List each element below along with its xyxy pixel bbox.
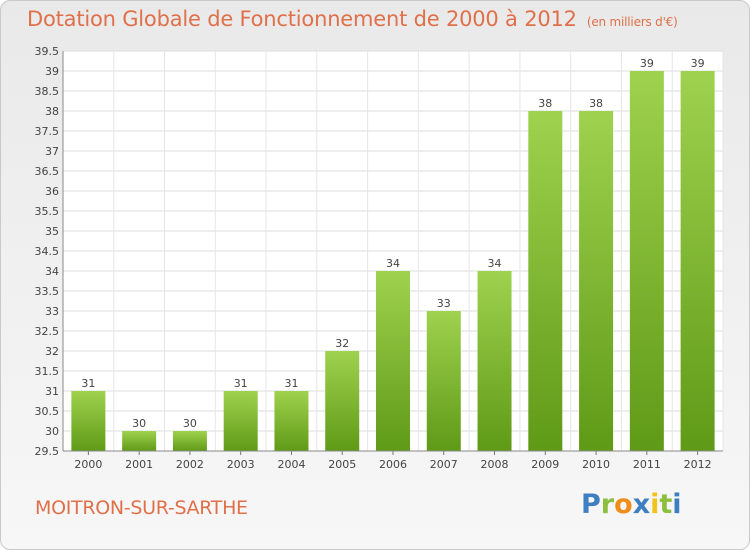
x-tick-label: 2005 bbox=[328, 458, 356, 471]
bar bbox=[71, 391, 106, 451]
logo-letter: r bbox=[600, 489, 615, 520]
y-tick-label: 36 bbox=[45, 185, 59, 198]
x-tick-label: 2000 bbox=[74, 458, 102, 471]
bar bbox=[122, 431, 157, 451]
y-tick-label: 29.5 bbox=[35, 445, 60, 458]
bar bbox=[579, 111, 614, 451]
bar bbox=[528, 111, 563, 451]
data-label: 39 bbox=[691, 57, 705, 70]
proxiti-logo: Proxiti bbox=[581, 489, 682, 520]
x-tick-label: 2002 bbox=[176, 458, 204, 471]
y-tick-label: 34.5 bbox=[35, 245, 60, 258]
data-label: 39 bbox=[640, 57, 654, 70]
y-tick-label: 37.5 bbox=[35, 125, 60, 138]
x-tick-label: 2008 bbox=[481, 458, 509, 471]
data-label: 31 bbox=[234, 377, 248, 390]
data-label: 33 bbox=[437, 297, 451, 310]
y-tick-label: 38 bbox=[45, 105, 59, 118]
bar bbox=[223, 391, 258, 451]
y-tick-label: 33 bbox=[45, 305, 59, 318]
data-label: 38 bbox=[589, 97, 603, 110]
x-tick-label: 2010 bbox=[582, 458, 610, 471]
bar bbox=[325, 351, 360, 451]
data-label: 34 bbox=[386, 257, 400, 270]
x-tick-label: 2007 bbox=[430, 458, 458, 471]
y-tick-label: 35.5 bbox=[35, 205, 60, 218]
y-tick-label: 34 bbox=[45, 265, 59, 278]
x-tick-label: 2009 bbox=[531, 458, 559, 471]
logo-letter: x bbox=[632, 489, 651, 520]
y-tick-label: 35 bbox=[45, 225, 59, 238]
y-tick-label: 32.5 bbox=[35, 325, 60, 338]
logo-letter: t bbox=[659, 489, 673, 520]
data-label: 31 bbox=[284, 377, 298, 390]
x-tick-label: 2003 bbox=[227, 458, 255, 471]
x-tick-label: 2006 bbox=[379, 458, 407, 471]
y-tick-label: 33.5 bbox=[35, 285, 60, 298]
data-label: 34 bbox=[488, 257, 502, 270]
y-tick-label: 39.5 bbox=[35, 45, 60, 58]
bar bbox=[680, 71, 715, 451]
data-label: 31 bbox=[81, 377, 95, 390]
chart-subtitle: (en milliers d'€) bbox=[586, 15, 678, 29]
x-tick-label: 2011 bbox=[633, 458, 661, 471]
bar bbox=[172, 431, 207, 451]
y-tick-label: 37 bbox=[45, 145, 59, 158]
data-label: 30 bbox=[183, 417, 197, 430]
data-label: 38 bbox=[538, 97, 552, 110]
bar bbox=[426, 311, 461, 451]
x-tick-label: 2012 bbox=[684, 458, 712, 471]
logo-letter: i bbox=[672, 489, 682, 520]
chart-title-text: Dotation Globale de Fonctionnement de 20… bbox=[27, 7, 577, 31]
x-tick-label: 2001 bbox=[125, 458, 153, 471]
y-tick-label: 36.5 bbox=[35, 165, 60, 178]
commune-name: MOITRON-SUR-SARTHE bbox=[35, 497, 248, 519]
y-tick-label: 30.5 bbox=[35, 405, 60, 418]
logo-letter: i bbox=[650, 489, 660, 520]
bar bbox=[629, 71, 664, 451]
bar bbox=[376, 271, 410, 451]
y-tick-label: 39 bbox=[45, 65, 59, 78]
logo-letter: o bbox=[614, 489, 633, 520]
y-tick-label: 38.5 bbox=[35, 85, 60, 98]
logo-letter: P bbox=[581, 489, 601, 520]
bar bbox=[477, 271, 512, 451]
x-tick-label: 2004 bbox=[277, 458, 305, 471]
chart-title: Dotation Globale de Fonctionnement de 20… bbox=[27, 7, 678, 31]
y-tick-label: 30 bbox=[45, 425, 59, 438]
data-label: 30 bbox=[132, 417, 146, 430]
y-tick-label: 31.5 bbox=[35, 365, 60, 378]
y-tick-label: 31 bbox=[45, 385, 59, 398]
bar bbox=[274, 391, 309, 451]
data-label: 32 bbox=[335, 337, 349, 350]
y-tick-label: 32 bbox=[45, 345, 59, 358]
